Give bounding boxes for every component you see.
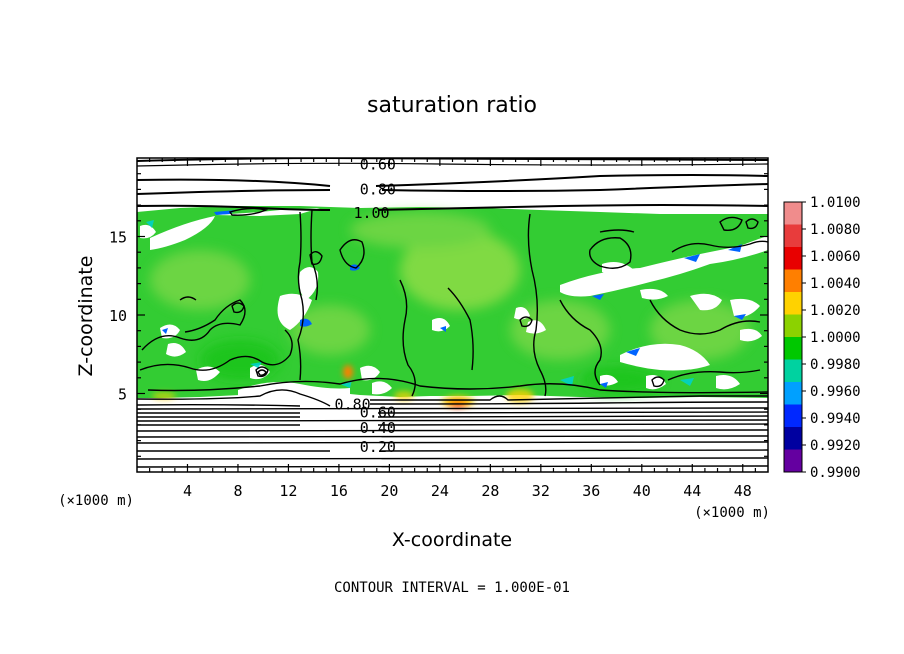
- x-unit-label: (×1000 m): [694, 505, 770, 521]
- y-axis-label: Z-coordinate: [75, 256, 97, 377]
- colorbar-swatch: [784, 359, 802, 383]
- x-tick-label: 32: [532, 482, 550, 500]
- contour-labels: 0.600.801.000.800.600.400.20: [335, 155, 396, 456]
- contour-label: 0.20: [360, 438, 396, 456]
- x-axis-ticks: 4 8 12 16 20 24 28 32 36 40 44 48: [149, 158, 756, 500]
- x-tick-label: 44: [683, 482, 701, 500]
- contour-label: 1.00: [353, 204, 389, 222]
- colorbar-label: 1.0040: [810, 276, 861, 292]
- colorbar-label: 0.9980: [810, 357, 861, 373]
- colorbar-label: 0.9900: [810, 465, 861, 481]
- x-tick-label: 40: [633, 482, 651, 500]
- y-tick-label: 10: [109, 307, 127, 325]
- colorbar-swatch: [784, 247, 802, 270]
- chart-title: saturation ratio: [367, 93, 537, 118]
- colorbar-label: 0.9920: [810, 438, 861, 454]
- x-axis-label: X-coordinate: [392, 529, 512, 551]
- colorbar-label: 1.0020: [810, 303, 861, 319]
- x-tick-label: 36: [582, 482, 600, 500]
- contour-label: 0.60: [360, 403, 396, 421]
- colorbar-swatch: [784, 337, 802, 360]
- x-tick-label: 8: [233, 482, 242, 500]
- colorbar-label: 0.9960: [810, 384, 861, 400]
- x-tick-label: 48: [734, 482, 752, 500]
- colorbar: 1.0100 1.0080 1.0060 1.0040 1.0020 1.0000 0.99…: [783, 195, 861, 481]
- x-tick-label: 20: [380, 482, 398, 500]
- colorbar-swatch: [784, 202, 802, 225]
- z-unit-label: (×1000 m): [58, 493, 134, 509]
- y-axis-ticks: 5 10 15: [109, 173, 768, 457]
- x-tick-label: 28: [481, 482, 499, 500]
- colorbar-swatch: [784, 224, 802, 248]
- colorbar-label: 0.9940: [810, 411, 861, 427]
- colorbar-label: 1.0000: [810, 330, 861, 346]
- saturation-field: [137, 158, 768, 472]
- contour-label: 0.40: [360, 419, 396, 437]
- colorbar-swatch: [784, 382, 802, 405]
- colorbar-label: 1.0100: [810, 195, 861, 211]
- colorbar-label: 1.0080: [810, 222, 861, 238]
- x-tick-label: 16: [330, 482, 348, 500]
- colorbar-swatch: [784, 314, 802, 338]
- y-tick-label: 15: [109, 229, 127, 247]
- colorbar-swatch: [784, 292, 802, 315]
- y-tick-label: 5: [118, 386, 127, 404]
- x-tick-label: 24: [431, 482, 449, 500]
- colorbar-swatch: [784, 427, 802, 450]
- colorbar-swatch: [784, 404, 802, 428]
- contour-interval-note: CONTOUR INTERVAL = 1.000E-01: [334, 580, 570, 596]
- contour-label: 0.60: [360, 155, 396, 173]
- colorbar-swatch: [784, 449, 802, 473]
- x-tick-label: 4: [183, 482, 192, 500]
- contour-label: 0.80: [360, 180, 396, 198]
- x-tick-label: 12: [279, 482, 297, 500]
- colorbar-swatch: [784, 269, 802, 293]
- contour-label: 0.80: [335, 395, 371, 413]
- colorbar-label: 1.0060: [810, 249, 861, 265]
